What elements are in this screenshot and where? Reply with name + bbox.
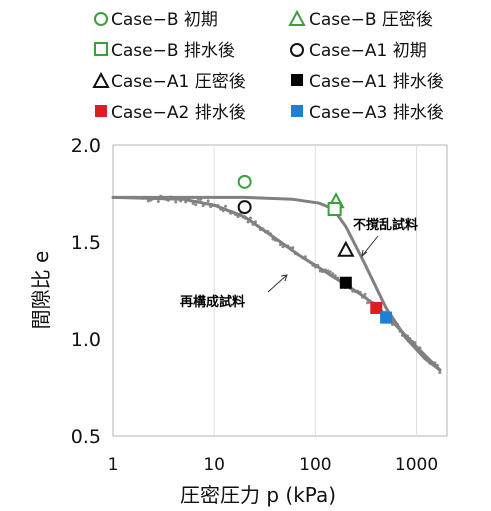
y-axis-title: 間隙比 e <box>29 251 53 330</box>
x-tick-label: 10 <box>203 455 225 475</box>
annotation-label: 再構成試料 <box>180 294 245 310</box>
legend-item-case-a2-drained: Case−A2 排水後 <box>95 103 246 123</box>
annotation-arrowhead <box>280 274 288 282</box>
square-filled-marker-icon <box>291 105 303 117</box>
x-tick-label: 1000 <box>395 455 438 475</box>
curve-dot <box>328 270 332 274</box>
y-tick-label: 2.0 <box>71 135 101 157</box>
circle-open-marker-icon <box>290 43 304 57</box>
legend-label: Case−B 初期 <box>111 10 218 30</box>
curve-dot <box>174 200 178 204</box>
curve-dot <box>366 301 370 305</box>
x-axis-title: 圧密圧力 p (kPa) <box>180 483 336 507</box>
square-filled-marker-icon <box>95 105 107 117</box>
curve-dot <box>206 199 210 203</box>
circle-open-marker-icon <box>94 12 108 26</box>
legend-label: Case−A3 排水後 <box>309 103 444 123</box>
data-point <box>339 276 352 289</box>
legend-label: Case−B 圧密後 <box>309 10 433 30</box>
curve-dot <box>438 370 442 374</box>
legend-item-case-b-consolidated: Case−B 圧密後 <box>288 9 433 30</box>
legend: Case−B 初期 Case−B 圧密後 Case−B 排水後 Case−A1 … <box>92 9 444 123</box>
y-axis-ticks: 0.5 1.0 1.5 2.0 <box>71 135 101 448</box>
legend-item-case-a1-initial: Case−A1 初期 <box>290 41 427 61</box>
y-tick-label: 1.0 <box>71 329 101 351</box>
curve-dot <box>156 199 160 203</box>
y-tick-label: 1.5 <box>71 232 101 254</box>
x-tick-label: 100 <box>299 455 331 475</box>
legend-label: Case−A1 排水後 <box>309 72 444 92</box>
x-axis-ticks: 1 10 100 1000 <box>108 455 439 475</box>
legend-item-case-a3-drained: Case−A3 排水後 <box>291 103 444 123</box>
curve-dot <box>194 203 198 207</box>
data-point <box>380 311 393 324</box>
gridlines <box>213 145 418 436</box>
annotation-remolded: 再構成試料 <box>180 274 288 310</box>
plot-area <box>112 144 448 437</box>
curve-dot <box>201 204 205 208</box>
data-point <box>327 202 342 217</box>
legend-item-case-a1-drained: Case−A1 排水後 <box>291 72 444 92</box>
curve-dot <box>224 204 228 208</box>
data-point <box>237 200 252 215</box>
data-point <box>337 240 355 257</box>
legend-label: Case−A1 初期 <box>309 41 427 61</box>
legend-item-case-a1-consolidated: Case−A1 圧密後 <box>92 71 246 92</box>
data-point <box>370 301 383 314</box>
annotation-label: 不撹乱試料 <box>353 217 418 233</box>
legend-item-case-b-initial: Case−B 初期 <box>94 10 218 30</box>
annotation-undisturbed: 不撹乱試料 <box>353 217 418 258</box>
y-tick-label: 0.5 <box>71 426 101 448</box>
triangle-open-marker-icon <box>92 71 110 88</box>
curve-dot <box>146 199 150 203</box>
legend-label: Case−B 排水後 <box>111 41 235 61</box>
undisturbed-curve <box>111 195 442 372</box>
legend-item-case-b-drained: Case−B 排水後 <box>94 41 235 61</box>
data-point <box>237 174 252 189</box>
legend-label: Case−A1 圧密後 <box>111 72 246 92</box>
triangle-open-marker-icon <box>288 9 306 26</box>
annotation-arrow <box>267 274 288 293</box>
square-filled-marker-icon <box>291 74 303 86</box>
legend-label: Case−A2 排水後 <box>111 103 246 123</box>
square-open-marker-icon <box>94 42 108 56</box>
data-points <box>237 174 393 324</box>
annotation-arrow <box>361 235 379 257</box>
annotation-arrowhead <box>361 249 368 258</box>
x-tick-label: 1 <box>108 455 119 475</box>
